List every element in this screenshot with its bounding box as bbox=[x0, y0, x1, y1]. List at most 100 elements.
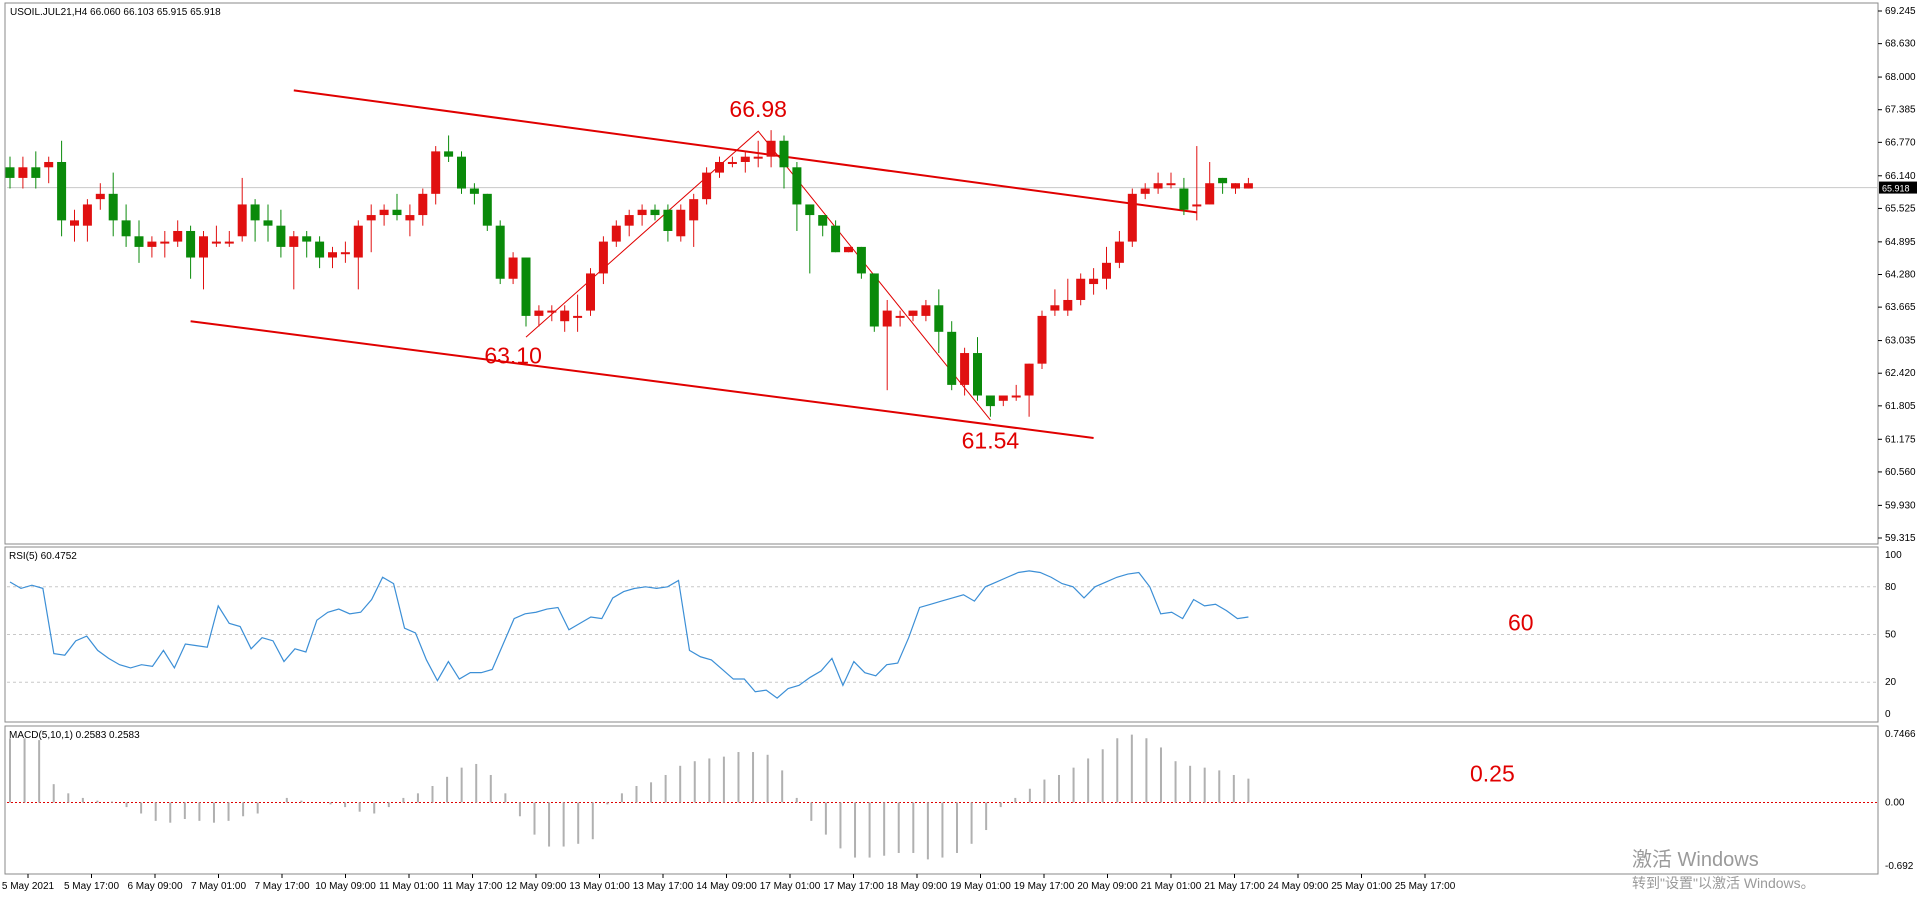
price-tick-label: 59.930 bbox=[1885, 500, 1916, 511]
candle-body bbox=[947, 331, 957, 385]
candle-body bbox=[740, 156, 750, 162]
price-tick-label: 66.770 bbox=[1885, 137, 1916, 148]
macd-annotation: 0.25 bbox=[1470, 761, 1515, 787]
time-tick-label: 17 May 01:00 bbox=[760, 881, 821, 892]
candle-body bbox=[457, 156, 466, 189]
candle-body bbox=[108, 193, 118, 221]
candle-body bbox=[31, 167, 41, 178]
time-tick-label: 11 May 01:00 bbox=[379, 881, 439, 892]
candle-body bbox=[689, 199, 699, 221]
candle-body bbox=[1205, 183, 1215, 205]
candle-body bbox=[831, 225, 841, 253]
candle-body bbox=[1050, 305, 1060, 311]
candle-body bbox=[1192, 204, 1202, 207]
macd-tick-label: 0.7466 bbox=[1885, 729, 1916, 740]
candle-body bbox=[611, 225, 621, 242]
time-tick-label: 25 May 17:00 bbox=[1395, 881, 1456, 892]
price-tick-label: 64.280 bbox=[1885, 270, 1916, 281]
candle-body bbox=[650, 209, 660, 216]
price-annotation: 66.98 bbox=[729, 96, 787, 122]
candle-body bbox=[934, 305, 944, 332]
candle-body bbox=[753, 156, 763, 159]
candle-body bbox=[469, 188, 479, 194]
candle-body bbox=[869, 273, 879, 327]
price-tick-label: 68.000 bbox=[1885, 72, 1916, 83]
channel-line bbox=[190, 320, 1094, 439]
candle-body bbox=[121, 220, 131, 237]
candle-body bbox=[328, 252, 337, 258]
watermark-line2: 转到"设置"以激活 Windows。 bbox=[1632, 875, 1815, 891]
price-tick-label: 69.245 bbox=[1885, 6, 1916, 17]
candle-body bbox=[224, 241, 234, 244]
candle-body bbox=[663, 209, 673, 231]
candle-body bbox=[818, 215, 828, 226]
candle-body bbox=[186, 230, 196, 258]
price-tick-label: 61.175 bbox=[1885, 434, 1916, 445]
price-panel[interactable]: 66.98 63.10 61.54 bbox=[5, 89, 1879, 454]
candle-body bbox=[57, 161, 67, 221]
candle-body bbox=[18, 167, 28, 178]
rsi-annotation: 60 bbox=[1508, 610, 1534, 636]
candle-body bbox=[1076, 278, 1086, 300]
time-tick-label: 12 May 09:00 bbox=[506, 881, 567, 892]
candle-body bbox=[624, 215, 634, 226]
candle-body bbox=[263, 220, 273, 226]
candle-body bbox=[1243, 183, 1253, 189]
rsi-tick-label: 50 bbox=[1885, 630, 1897, 641]
price-annotation: 61.54 bbox=[962, 428, 1020, 454]
price-tick-label: 63.665 bbox=[1885, 302, 1916, 313]
candle-body bbox=[560, 310, 570, 322]
rsi-tick-label: 80 bbox=[1885, 582, 1897, 593]
candle-body bbox=[70, 220, 79, 226]
price-tick-label: 66.140 bbox=[1885, 171, 1916, 182]
price-tick-label: 65.525 bbox=[1885, 203, 1916, 214]
candle-body bbox=[779, 140, 789, 168]
candle-body bbox=[676, 209, 686, 237]
candle-body bbox=[444, 151, 454, 157]
symbol-info-label: USOIL.JUL21,H4 66.060 66.103 65.915 65.9… bbox=[10, 7, 221, 18]
candle-body bbox=[379, 209, 389, 216]
candle-body bbox=[895, 315, 905, 318]
rsi-panel[interactable]: 60 bbox=[7, 570, 1878, 699]
candle-body bbox=[805, 204, 815, 216]
candle-body bbox=[95, 193, 105, 200]
candle-body bbox=[250, 204, 260, 221]
candle-body bbox=[1089, 278, 1099, 285]
price-tick-label: 59.315 bbox=[1885, 533, 1916, 544]
candle-body bbox=[1114, 241, 1124, 263]
candle-body bbox=[82, 204, 92, 226]
candle-body bbox=[715, 161, 724, 173]
price-tick-label: 63.035 bbox=[1885, 336, 1916, 347]
candle-body bbox=[134, 236, 144, 247]
candle-body bbox=[44, 161, 54, 168]
candle-body bbox=[534, 310, 544, 316]
candle-body bbox=[702, 172, 712, 200]
time-tick-label: 19 May 17:00 bbox=[1014, 881, 1075, 892]
candle-body bbox=[973, 353, 982, 396]
current-price-label: 65.918 bbox=[1882, 184, 1910, 194]
time-tick-label: 14 May 09:00 bbox=[696, 881, 757, 892]
time-tick-label: 7 May 17:00 bbox=[254, 881, 309, 892]
candle-body bbox=[1218, 177, 1228, 184]
rsi-tick-label: 100 bbox=[1885, 550, 1902, 561]
time-tick-label: 7 May 01:00 bbox=[191, 881, 246, 892]
axes: 69.245 68.630 68.000 67.385 66.770 66.140 65.5… bbox=[2, 6, 1917, 892]
time-tick-label: 17 May 17:00 bbox=[823, 881, 884, 892]
candle-body bbox=[5, 167, 15, 178]
candle-body bbox=[521, 257, 531, 316]
price-tick-label: 67.385 bbox=[1885, 105, 1916, 116]
candle-body bbox=[1102, 262, 1111, 279]
candle-body bbox=[1024, 363, 1034, 396]
candle-body bbox=[1127, 193, 1137, 242]
rsi-tick-label: 0 bbox=[1885, 709, 1891, 720]
candle-body bbox=[998, 395, 1008, 401]
candle-body bbox=[340, 252, 350, 255]
candle-body bbox=[573, 315, 583, 318]
macd-label: MACD(5,10,1) 0.2583 0.2583 bbox=[9, 730, 140, 741]
candle-body bbox=[276, 225, 286, 247]
macd-panel[interactable]: 0.25 bbox=[7, 734, 1878, 860]
macd-panel-frame bbox=[4, 725, 1879, 875]
candle-body bbox=[1166, 183, 1176, 186]
